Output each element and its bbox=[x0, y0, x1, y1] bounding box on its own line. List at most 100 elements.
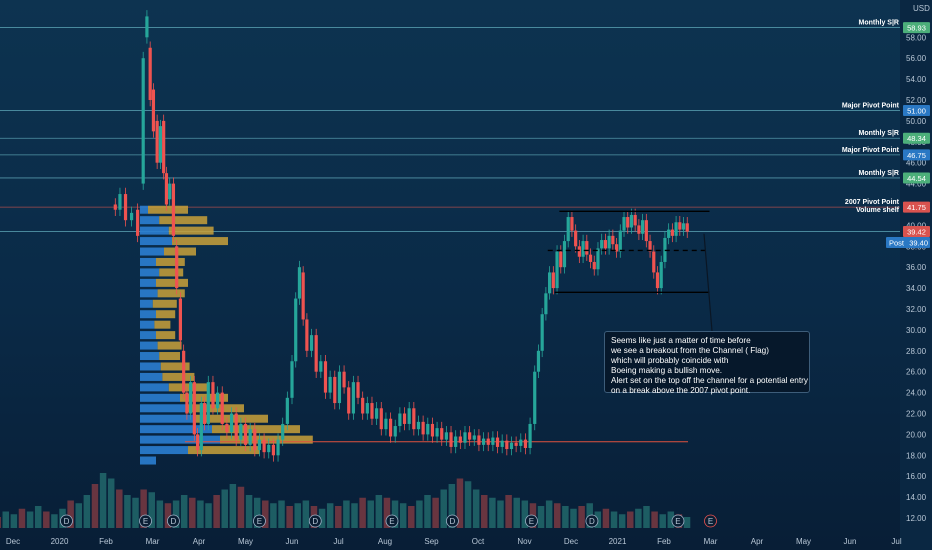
volume-bar bbox=[618, 514, 626, 528]
price-tick-label: 54.00 bbox=[906, 75, 927, 84]
volume-bar bbox=[610, 511, 618, 528]
volume-profile-blue bbox=[140, 226, 169, 235]
volume-profile-blue bbox=[140, 331, 156, 340]
time-tick-label: Dec bbox=[6, 537, 20, 546]
candle-body bbox=[361, 397, 365, 414]
volume-bar bbox=[124, 495, 131, 528]
candle-body bbox=[356, 382, 360, 398]
candle-body bbox=[323, 361, 328, 393]
volume-bar bbox=[34, 506, 42, 528]
candle-body bbox=[253, 429, 257, 451]
candle-body bbox=[592, 261, 596, 270]
level-label: 2007 Pivot Point bbox=[845, 199, 900, 206]
volume-bar bbox=[75, 503, 82, 528]
volume-bar bbox=[545, 500, 553, 528]
event-marker-icon[interactable] bbox=[525, 514, 538, 528]
volume-bar bbox=[643, 506, 650, 528]
volume-bar bbox=[351, 503, 358, 528]
volume-bar bbox=[659, 514, 666, 528]
price-axis-panel[interactable] bbox=[900, 0, 932, 550]
price-tick-label: 40.00 bbox=[906, 221, 927, 230]
candle-body bbox=[185, 392, 189, 414]
volume-profile-blue bbox=[140, 299, 153, 308]
time-tick-label: Jul bbox=[891, 537, 901, 546]
candle-body bbox=[548, 272, 552, 294]
level-label: Monthly S|R bbox=[859, 130, 899, 137]
candle-body bbox=[626, 217, 630, 228]
volume-profile-gold bbox=[180, 393, 228, 402]
time-tick-label: Nov bbox=[517, 537, 531, 546]
candle-body bbox=[444, 432, 448, 440]
volume-bar bbox=[416, 500, 423, 528]
level-label: Monthly S|R bbox=[859, 20, 899, 27]
price-tick-label: 34.00 bbox=[906, 284, 927, 293]
volume-bar bbox=[286, 506, 293, 528]
volume-profile-gold bbox=[156, 310, 176, 319]
volume-bar bbox=[294, 503, 301, 528]
volume-bar bbox=[391, 500, 399, 528]
volume-bar bbox=[627, 511, 634, 528]
price-tick-label: 12.00 bbox=[906, 514, 927, 523]
candle-body bbox=[398, 413, 402, 427]
event-marker-icon[interactable] bbox=[585, 514, 599, 528]
annotation-callout[interactable]: Seems like just a matter of time before … bbox=[604, 331, 810, 395]
candle-body bbox=[523, 439, 528, 448]
volume-bar bbox=[448, 484, 456, 528]
candle-body bbox=[514, 442, 518, 446]
candle-body bbox=[309, 335, 314, 351]
annotation-line: we see a breakout from the Channel ( Fla… bbox=[611, 346, 769, 355]
volume-bar bbox=[424, 495, 431, 528]
candle-body bbox=[641, 220, 645, 234]
price-tick-label: 20.00 bbox=[906, 430, 927, 439]
volume-bar bbox=[651, 511, 658, 528]
event-marker-icon[interactable] bbox=[60, 514, 73, 528]
time-tick-label: Jun bbox=[844, 537, 857, 546]
candle-body bbox=[402, 413, 407, 424]
volume-profile-gold bbox=[159, 268, 184, 277]
volume-bar bbox=[253, 497, 261, 528]
volume-bar bbox=[245, 495, 253, 528]
event-marker-icon[interactable] bbox=[308, 514, 322, 528]
volume-profile-blue bbox=[140, 393, 180, 402]
candle-body bbox=[588, 254, 593, 262]
price-tick-label: 18.00 bbox=[906, 451, 927, 460]
volume-profile-blue bbox=[140, 237, 172, 246]
candle-body bbox=[678, 222, 682, 230]
event-marker-icon[interactable] bbox=[385, 514, 399, 528]
event-marker-icon[interactable] bbox=[253, 514, 266, 528]
volume-profile-gold bbox=[157, 289, 185, 298]
candle-body bbox=[652, 251, 656, 273]
candle-body bbox=[162, 120, 166, 174]
candle-body bbox=[271, 444, 275, 456]
candle-body bbox=[536, 350, 541, 372]
volume-bar bbox=[262, 500, 269, 528]
candle-body bbox=[670, 229, 674, 236]
event-marker-icon[interactable] bbox=[671, 514, 685, 528]
event-marker-icon[interactable] bbox=[167, 514, 180, 528]
candle-body bbox=[685, 223, 689, 232]
time-tick-label: Oct bbox=[472, 537, 485, 546]
candle-body bbox=[148, 47, 152, 100]
event-marker-icon[interactable] bbox=[704, 514, 717, 528]
candle-body bbox=[440, 428, 444, 440]
volume-bar bbox=[497, 500, 504, 528]
candle-body bbox=[577, 246, 581, 257]
volume-bar bbox=[335, 506, 342, 528]
price-tick-label: 52.00 bbox=[906, 96, 927, 105]
event-marker-icon[interactable] bbox=[446, 514, 459, 528]
candle-body bbox=[141, 58, 145, 184]
candle-body bbox=[435, 428, 439, 437]
volume-bar bbox=[10, 514, 18, 528]
price-tick-label: 56.00 bbox=[906, 54, 927, 63]
candle-body bbox=[220, 392, 224, 424]
post-badge bbox=[886, 236, 930, 248]
time-tick-label: 2021 bbox=[609, 537, 627, 546]
candle-body bbox=[596, 248, 600, 270]
volume-profile-gold bbox=[159, 352, 180, 361]
volume-profile-gold bbox=[168, 226, 214, 235]
candle-body bbox=[614, 244, 619, 252]
event-marker-label: E bbox=[708, 517, 713, 526]
event-marker-icon[interactable] bbox=[139, 514, 152, 528]
